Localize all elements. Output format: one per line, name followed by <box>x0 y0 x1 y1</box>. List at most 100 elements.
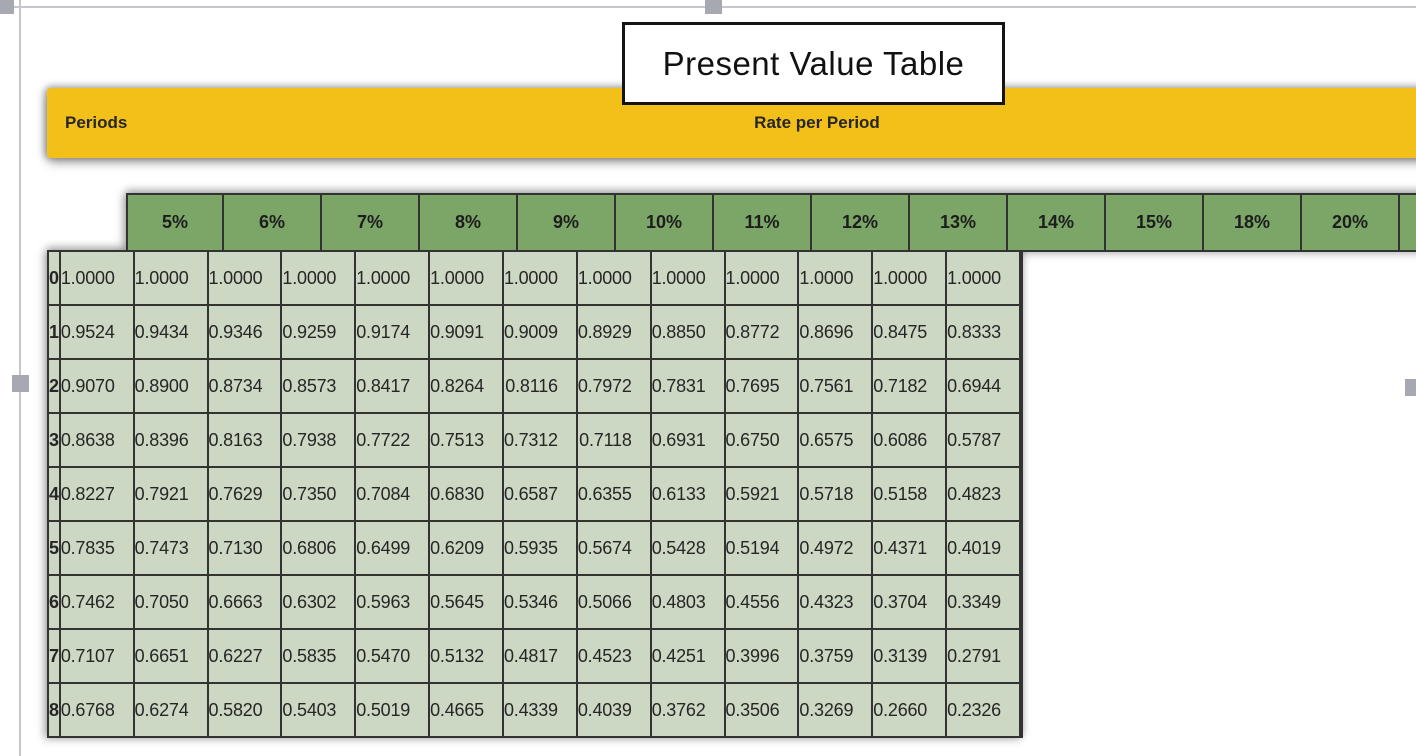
pv-factor-cell: 0.3139 <box>871 628 948 684</box>
pv-factor-cell: 0.5835 <box>280 628 357 684</box>
pv-factor-cell: 1.0000 <box>501 250 578 306</box>
pv-factor-cell: 0.4323 <box>797 574 874 630</box>
pv-factor-cell: 1.0000 <box>797 250 874 306</box>
pv-factor-cell: 1.0000 <box>945 250 1021 306</box>
rate-column-header: 8% <box>420 193 518 252</box>
cropped-cell <box>1018 466 1023 522</box>
rate-column-header: 7% <box>322 193 420 252</box>
resize-handle-middle-left[interactable] <box>12 375 29 392</box>
cropped-cell <box>1018 574 1023 630</box>
periods-label: Periods <box>65 113 128 132</box>
table-row: 7 0.7107 0.6651 0.6227 0.5835 0.5470 0.5132 0.4… <box>47 628 1023 684</box>
table-row: 0 1.0000 1.0000 1.0000 1.0000 1.0000 1.0000 1.0… <box>47 250 1023 306</box>
period-label-cell: 3 <box>47 412 61 468</box>
rate-column-header: 6% <box>224 193 322 252</box>
pv-factor-cell: 0.6133 <box>649 466 726 522</box>
pv-factor-cell: 0.8734 <box>206 358 283 414</box>
pv-factor-cell: 1.0000 <box>723 250 800 306</box>
pv-factor-cell: 0.6944 <box>945 358 1021 414</box>
pv-factor-cell: 0.6806 <box>280 520 357 576</box>
pv-factor-cell: 0.5132 <box>428 628 504 684</box>
table-row: 2 0.9070 0.8900 0.8734 0.8573 0.8417 0.8264 0.8… <box>47 358 1023 414</box>
pv-factor-cell: 0.8772 <box>723 304 800 360</box>
cropped-cell <box>1018 304 1023 360</box>
pv-factor-cell: 0.5194 <box>723 520 800 576</box>
period-label-cell: 1 <box>47 304 61 360</box>
pv-factor-cell: 0.4817 <box>501 628 578 684</box>
pv-factor-cell: 0.7050 <box>132 574 209 630</box>
pv-factor-cell: 0.9009 <box>501 304 578 360</box>
pv-factor-cell: 0.3762 <box>649 682 726 738</box>
pv-factor-cell: 0.9259 <box>280 304 357 360</box>
pv-factor-cell: 0.7835 <box>58 520 135 576</box>
pv-factor-cell: 1.0000 <box>58 250 135 306</box>
pv-factor-cell: 0.7831 <box>649 358 726 414</box>
pv-factor-cell: 0.8929 <box>575 304 652 360</box>
pv-factor-cell: 0.5718 <box>797 466 874 522</box>
pv-factor-cell: 1.0000 <box>428 250 504 306</box>
rate-column-header: 9% <box>518 193 616 252</box>
table-row: 5 0.7835 0.7473 0.7130 0.6806 0.6499 0.6209 0.5… <box>47 520 1023 576</box>
cropped-cell <box>1018 250 1023 306</box>
period-label-cell: 7 <box>47 628 61 684</box>
pv-factor-cell: 0.2660 <box>871 682 948 738</box>
pv-factor-cell: 0.7182 <box>871 358 948 414</box>
pv-factor-cell: 0.5935 <box>501 520 578 576</box>
cropped-cell <box>1018 682 1023 738</box>
pv-factor-cell: 0.5158 <box>871 466 948 522</box>
pv-factor-cell: 0.2791 <box>945 628 1021 684</box>
pv-factor-cell: 0.8638 <box>58 412 135 468</box>
pv-factor-cell: 0.6355 <box>575 466 652 522</box>
pv-factor-cell: 0.4803 <box>649 574 726 630</box>
pv-factor-cell: 0.8573 <box>280 358 357 414</box>
table-row: 8 0.6768 0.6274 0.5820 0.5403 0.5019 0.4665 0.4… <box>47 682 1023 738</box>
period-label-cell: 4 <box>47 466 61 522</box>
pv-factor-cell: 0.8264 <box>428 358 504 414</box>
pv-factor-cell: 1.0000 <box>575 250 652 306</box>
pv-factor-cell: 1.0000 <box>280 250 357 306</box>
pv-factor-cell: 0.7107 <box>58 628 135 684</box>
resize-handle-middle-right[interactable] <box>1405 379 1416 396</box>
rate-column-header: 10% <box>616 193 714 252</box>
cropped-cell <box>1018 520 1023 576</box>
rate-column-header: 5% <box>126 193 224 252</box>
pv-factor-cell: 0.4019 <box>945 520 1021 576</box>
pv-factor-cell: 0.7513 <box>428 412 504 468</box>
pv-factor-cell: 0.6830 <box>428 466 504 522</box>
table-row: 3 0.8638 0.8396 0.8163 0.7938 0.7722 0.7513 0.7… <box>47 412 1023 468</box>
title-box[interactable]: Present Value Table <box>622 22 1005 105</box>
pv-factor-cell: 0.5963 <box>354 574 431 630</box>
pv-factor-cell: 0.7084 <box>354 466 431 522</box>
resize-handle-top-center[interactable] <box>705 0 722 14</box>
pv-factor-cell: 0.7462 <box>58 574 135 630</box>
pv-factor-cell: 0.5019 <box>354 682 431 738</box>
pv-factor-cell: 0.8475 <box>871 304 948 360</box>
resize-handle-top-left[interactable] <box>0 0 14 14</box>
rate-column-header: 14% <box>1008 193 1106 252</box>
pv-factor-cell: 0.7938 <box>280 412 357 468</box>
pv-factor-cell: 0.5066 <box>575 574 652 630</box>
pv-factor-cell: 0.9070 <box>58 358 135 414</box>
period-label-cell: 6 <box>47 574 61 630</box>
pv-factor-cell: 0.5820 <box>206 682 283 738</box>
pv-factor-cell: 0.8116 <box>501 358 578 414</box>
rate-column-header: 11% <box>714 193 812 252</box>
pv-factor-cell: 0.6209 <box>428 520 504 576</box>
rate-column-header: 20% <box>1302 193 1400 252</box>
pv-factor-cell: 0.4039 <box>575 682 652 738</box>
pv-factor-cell: 0.6750 <box>723 412 800 468</box>
cropped-cell <box>1018 628 1023 684</box>
pv-factor-cell: 0.9524 <box>58 304 135 360</box>
pv-factor-table: 0 1.0000 1.0000 1.0000 1.0000 1.0000 1.0000 1.0… <box>47 250 1023 738</box>
pv-factor-cell: 1.0000 <box>206 250 283 306</box>
pv-factor-cell: 0.7722 <box>354 412 431 468</box>
pv-factor-cell: 0.9434 <box>132 304 209 360</box>
period-label-cell: 0 <box>47 250 61 306</box>
pv-factor-cell: 0.6587 <box>501 466 578 522</box>
pv-factor-cell: 0.3759 <box>797 628 874 684</box>
pv-factor-cell: 0.6499 <box>354 520 431 576</box>
pv-factor-cell: 0.7629 <box>206 466 283 522</box>
pv-factor-cell: 0.9174 <box>354 304 431 360</box>
table-row: 1 0.9524 0.9434 0.9346 0.9259 0.9174 0.9091 0.9… <box>47 304 1023 360</box>
pv-factor-cell: 0.8417 <box>354 358 431 414</box>
